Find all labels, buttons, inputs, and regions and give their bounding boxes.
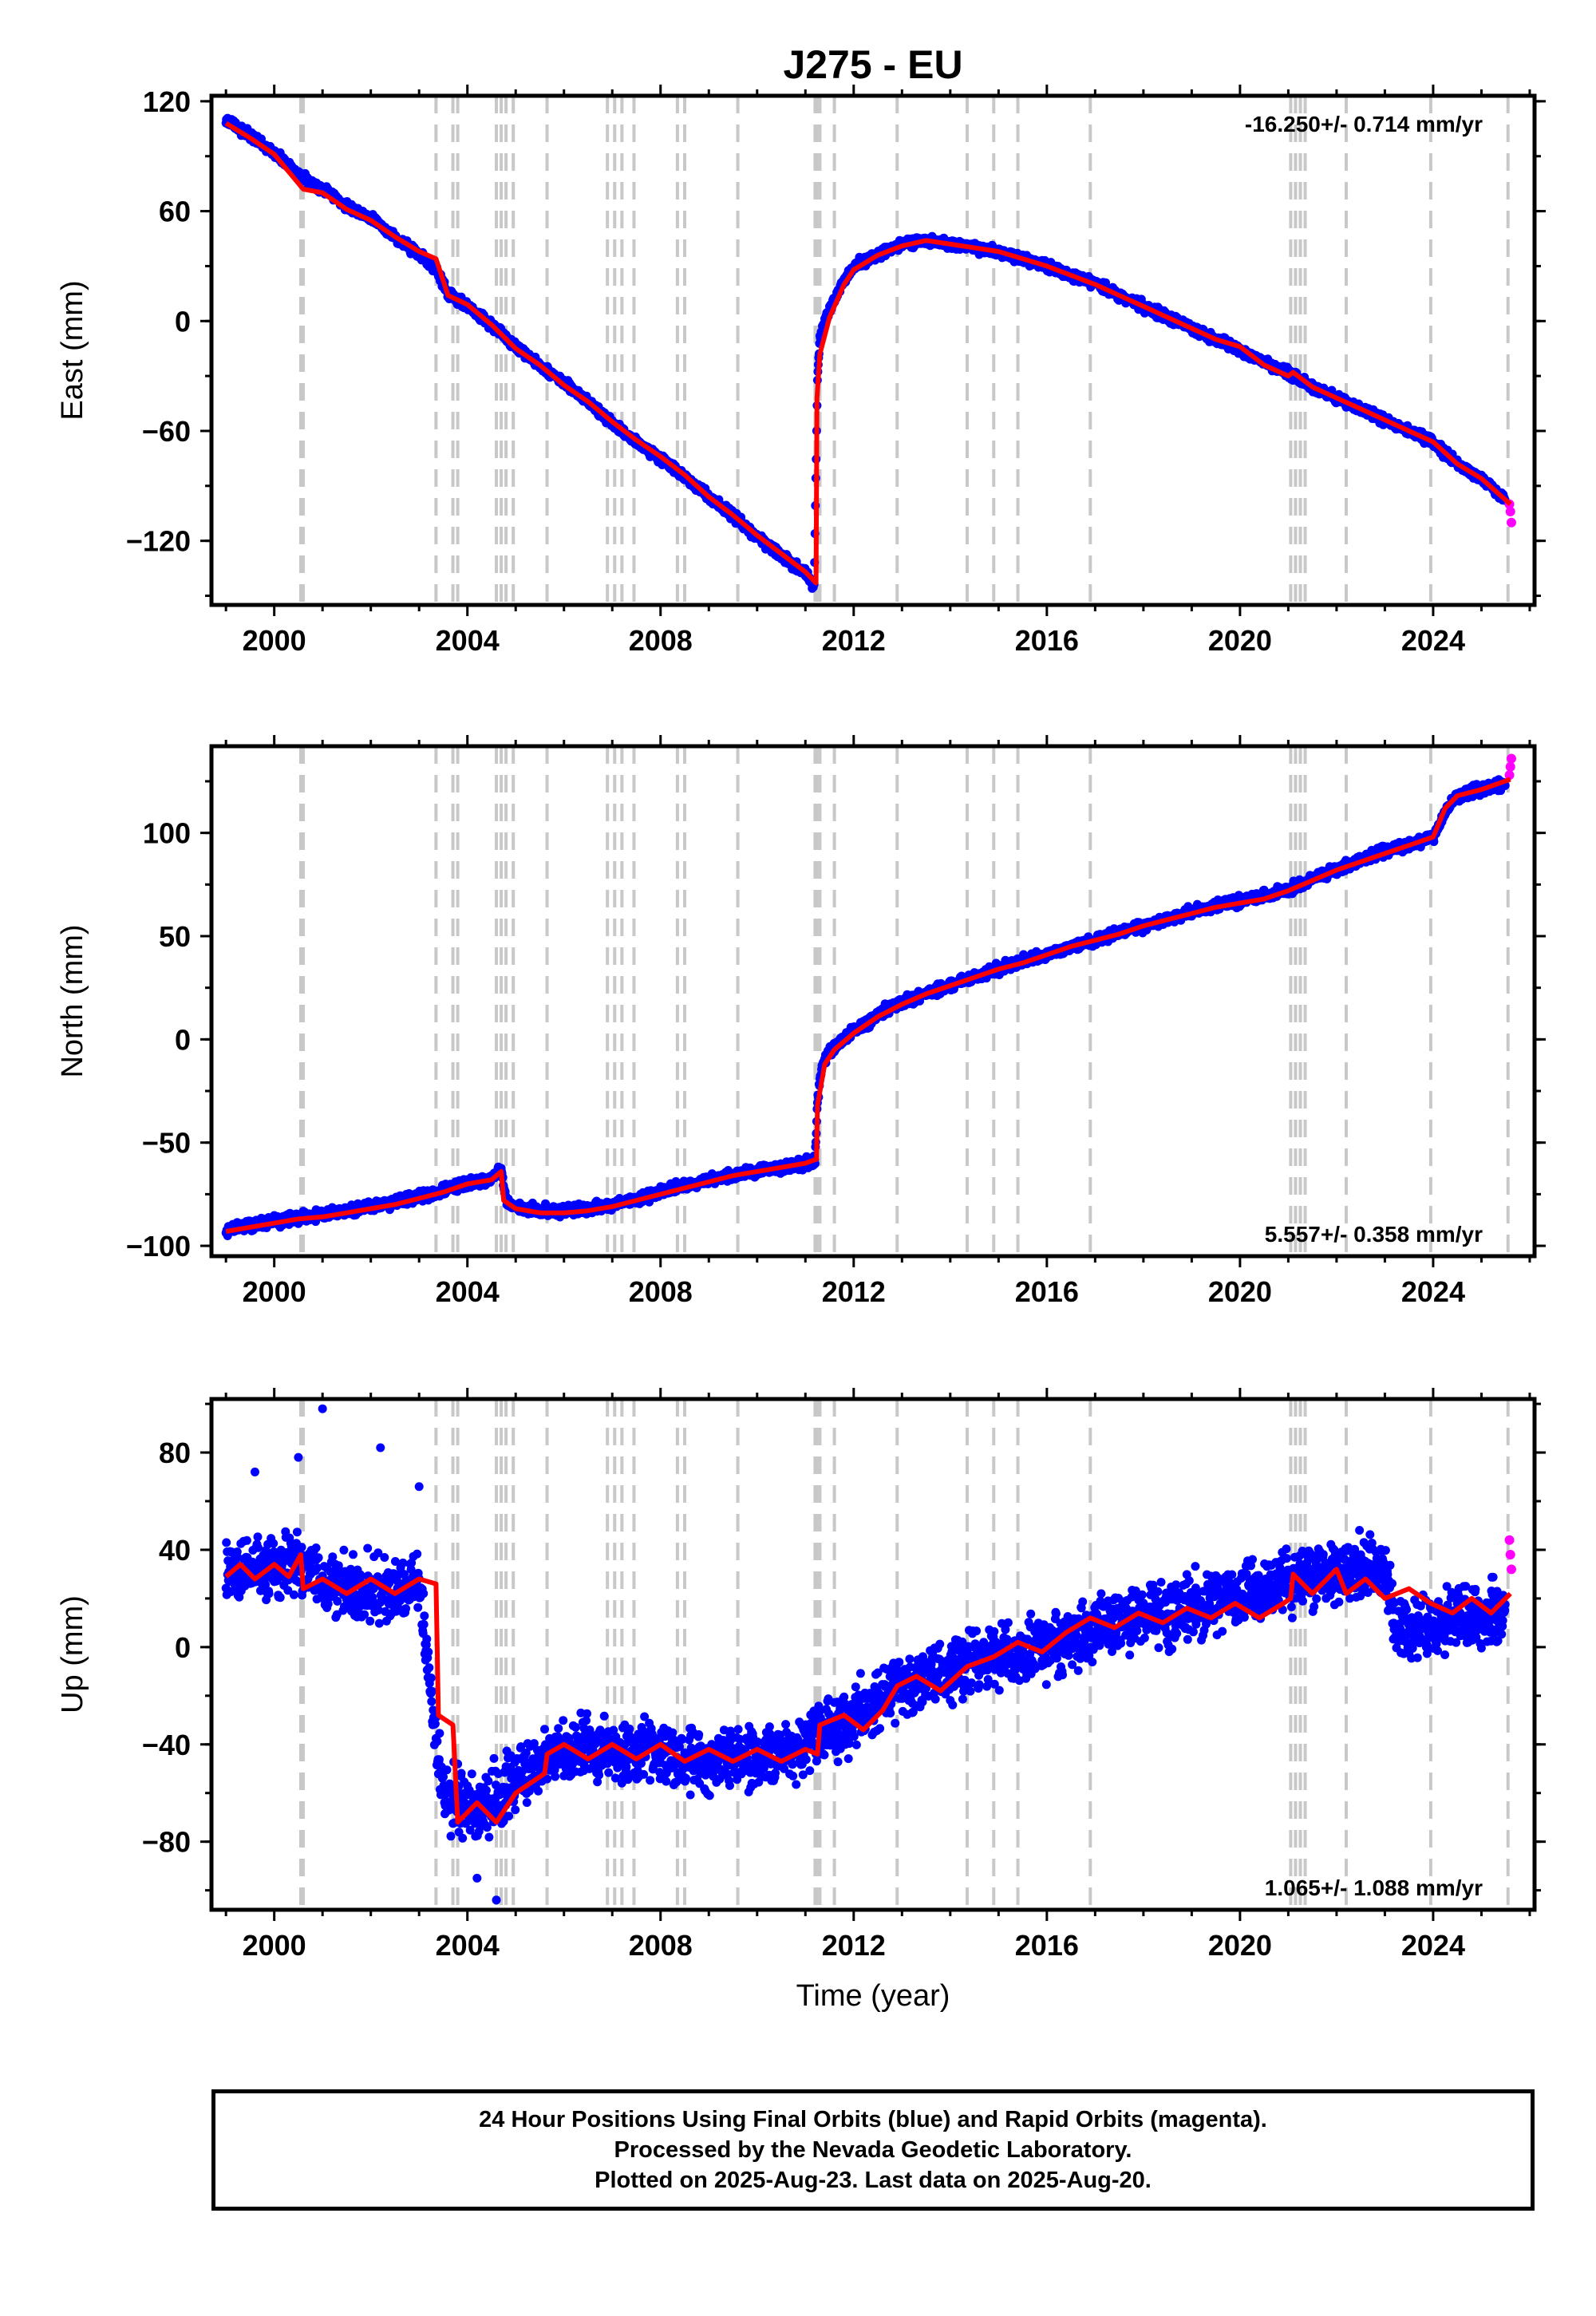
y-tick-label: 60 [159,196,191,228]
panel-north: 2000 2004 2008 2012 2016 2020 2024100500−50−10… [56,735,1546,1308]
x-tick-label: 2008 [629,624,693,657]
y-tick-label: 0 [175,305,191,338]
y-tick-label: −60 [142,415,191,448]
x-tick-label: 2012 [822,624,886,657]
panels-group: 2000 2004 2008 2012 2016 2020 2024 120 60 0 −60 −12… [56,85,1546,2013]
x-tick-label: 2004 [436,624,500,657]
rate-label: -16.250+/- 0.714 mm/yr [1245,112,1483,136]
x-tick-label: 2016 [1015,624,1079,657]
model-line [224,121,1512,586]
final-orbit-points [221,113,1516,593]
y-axis-label: East (mm) [56,280,89,420]
rapid-point [1505,506,1515,516]
rapid-point [1506,517,1516,528]
x-tick-label: 2020 [1208,624,1272,657]
panel-east: 2000 2004 2008 2012 2016 2020 2024 120 60 0 −60 −12… [56,85,1546,657]
x-tick-label: 2000 [243,624,306,657]
final-orbit-points [221,753,1516,1240]
x-tick-label: 2024 [1401,624,1465,657]
y-tick-label: 120 [143,85,191,118]
panel-frame [209,93,1537,607]
main-title: J275 - EU [783,42,962,87]
y-tick-label: −120 [126,525,191,558]
